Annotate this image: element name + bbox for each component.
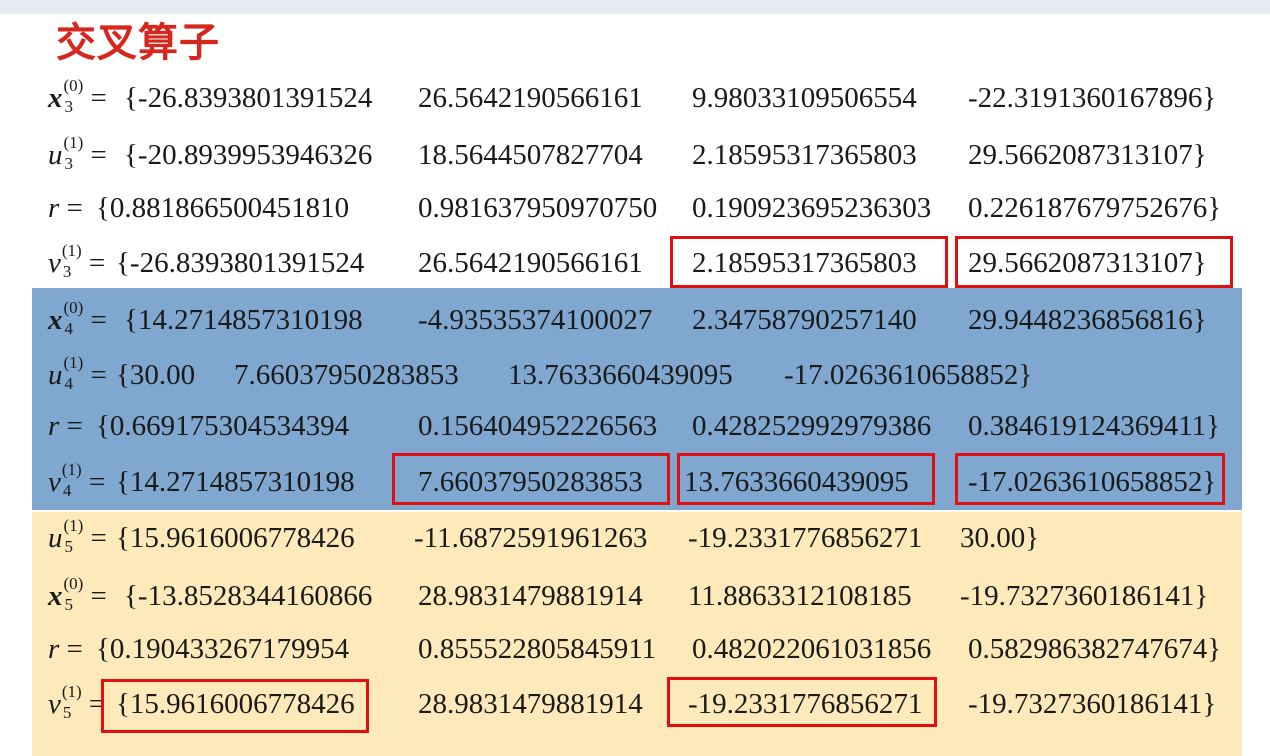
highlight-box: [955, 453, 1225, 505]
row-label: v (1) 4 =: [48, 460, 106, 500]
value-3: 2.18595317365803: [692, 139, 917, 171]
value-1: {14.2714857310198: [124, 304, 363, 336]
highlight-box: [392, 453, 670, 505]
value-4: 0.582986382747674}: [968, 633, 1222, 665]
row-label: x (0) 5 =: [48, 574, 107, 614]
value-1: {-26.8393801391524: [124, 82, 373, 114]
highlight-box: [955, 236, 1233, 288]
value-2: -4.93535374100027: [418, 304, 653, 336]
top-bar: [0, 0, 1270, 14]
value-4: 30.00}: [960, 522, 1040, 554]
blue-panel: [32, 288, 1242, 510]
value-4: -17.0263610658852}: [968, 466, 1217, 498]
value-4: 29.9448236856816}: [968, 304, 1207, 336]
row-v3-1: v (1) 3 = {-26.8393801391524 26.56421905661…: [48, 241, 1248, 283]
row-x4-0: x (0) 4 = {14.2714857310198 -4.935353741000…: [48, 298, 1248, 340]
value-3: 13.7633660439095: [508, 359, 733, 391]
value-4: 0.384619124369411}: [968, 410, 1221, 442]
value-3: 13.7633660439095: [684, 466, 909, 498]
value-4: -19.7327360186141}: [960, 580, 1209, 612]
value-3: 0.428252992979386: [692, 410, 932, 442]
row-label: r =: [48, 410, 83, 442]
value-4: -22.3191360167896}: [968, 82, 1217, 114]
value-1: {15.9616006778426: [116, 522, 355, 554]
value-4: 29.5662087313107}: [968, 247, 1207, 279]
highlight-box: [670, 236, 948, 288]
value-3: 0.190923695236303: [692, 192, 932, 224]
row-label: r =: [48, 633, 83, 665]
value-3: 2.18595317365803: [692, 247, 917, 279]
value-3: -19.2331776856271: [688, 522, 923, 554]
row-label: u (1) 3 =: [48, 133, 107, 173]
value-3: 2.34758790257140: [692, 304, 917, 336]
row-u5-1: u (1) 5 = {15.9616006778426 -11.68725919612…: [48, 516, 1248, 558]
row-v4-1: v (1) 4 = {14.2714857310198 7.6603795028385…: [48, 460, 1248, 502]
value-1: {14.2714857310198: [116, 466, 355, 498]
value-2: 0.156404952226563: [418, 410, 658, 442]
row-x5-0: x (0) 5 = {-13.8528344160866 28.98314798819…: [48, 574, 1248, 616]
highlight-box: [101, 679, 369, 733]
value-1: {0.669175304534394: [96, 410, 350, 442]
row-u4-1: u (1) 4 = {30.00 7.66037950283853 13.763366…: [48, 353, 1248, 395]
value-1: {0.190433267179954: [96, 633, 350, 665]
value-2: 26.5642190566161: [418, 82, 643, 114]
value-4: -19.7327360186141}: [968, 688, 1217, 720]
value-4: -17.0263610658852}: [784, 359, 1033, 391]
value-1: {-26.8393801391524: [116, 247, 365, 279]
value-3: -19.2331776856271: [688, 688, 923, 720]
value-1: {15.9616006778426: [116, 688, 355, 720]
value-2: 0.855522805845911: [418, 633, 657, 665]
value-4: 0.226187679752676}: [968, 192, 1222, 224]
row-label: u (1) 5 =: [48, 516, 107, 556]
row-label: x (0) 4 =: [48, 298, 107, 338]
highlight-box: [677, 453, 935, 505]
row-u3-1: u (1) 3 = {-20.8939953946326 18.56445078277…: [48, 133, 1248, 175]
row-label: r =: [48, 192, 83, 224]
value-2: 26.5642190566161: [418, 247, 643, 279]
slide-title: 交叉算子: [56, 20, 220, 66]
row-label: v (1) 3 =: [48, 241, 106, 281]
value-1: {30.00: [116, 359, 196, 391]
value-1: {-13.8528344160866: [124, 580, 373, 612]
value-2: 28.9831479881914: [418, 688, 643, 720]
row-label: u (1) 4 =: [48, 353, 107, 393]
row-r-6: r = {0.669175304534394 0.156404952226563…: [48, 406, 1248, 446]
value-2: 0.981637950970750: [418, 192, 658, 224]
value-3: 0.482022061031856: [692, 633, 932, 665]
value-1: {-20.8939953946326: [124, 139, 373, 171]
row-label: v (1) 5 =: [48, 682, 106, 722]
row-x3-0: x (0) 3 = {-26.8393801391524 26.56421905661…: [48, 76, 1248, 118]
value-1: {0.881866500451810: [96, 192, 350, 224]
value-3: 9.98033109506554: [692, 82, 917, 114]
value-2: 7.66037950283853: [418, 466, 643, 498]
row-r-3: r = {0.881866500451810 0.981637950970750…: [48, 188, 1248, 228]
yellow-panel: [32, 512, 1242, 756]
value-2: 18.5644507827704: [418, 139, 643, 171]
row-label: x (0) 3 =: [48, 76, 107, 116]
value-2: 28.9831479881914: [418, 580, 643, 612]
highlight-box: [667, 677, 937, 727]
value-4: 29.5662087313107}: [968, 139, 1207, 171]
value-3: 11.8863312108185: [688, 580, 912, 612]
value-2: -11.6872591961263: [414, 522, 648, 554]
row-r-10: r = {0.190433267179954 0.855522805845911…: [48, 629, 1248, 669]
value-2: 7.66037950283853: [234, 359, 459, 391]
